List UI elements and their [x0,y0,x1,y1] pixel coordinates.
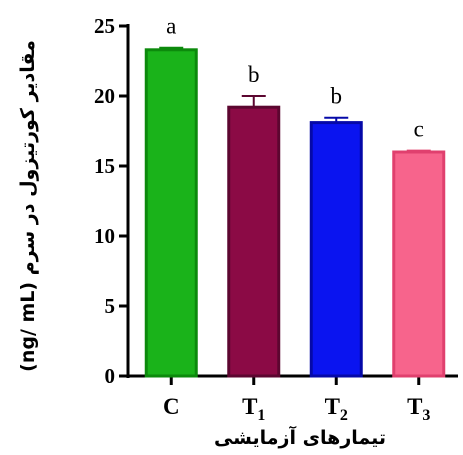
y-tick-label: 20 [94,84,115,108]
x-tick-label: T2 [325,394,348,424]
labels: 0 5 10 15 20 25 a Cb T1 b T2 c T3 [94,14,430,424]
error-bars [159,46,431,152]
significance-label: b [248,62,260,87]
y-tick-label: 5 [105,294,116,318]
significance-label: b [331,84,343,109]
y-tick-label: 25 [94,14,115,38]
x-axis-title: تیمارهای آزمایشی [214,425,386,449]
bars [144,48,446,378]
significance-label: a [166,14,176,39]
x-tick-label: C [163,394,180,419]
bar-t2 [309,121,363,378]
x-tick-label: T3 [407,394,430,424]
y-tick-label: 10 [94,224,115,248]
x-tick-label: T1 [242,394,265,424]
significance-label: c [414,117,424,142]
y-tick-label: 15 [94,154,115,178]
y-axis-title: مقادیر کورتیزول در سرم (ng/ mL) [17,40,39,372]
bar-t1 [227,105,281,378]
y-tick-label: 0 [105,364,116,388]
bar-c [144,48,198,378]
bar-t3 [392,150,446,378]
